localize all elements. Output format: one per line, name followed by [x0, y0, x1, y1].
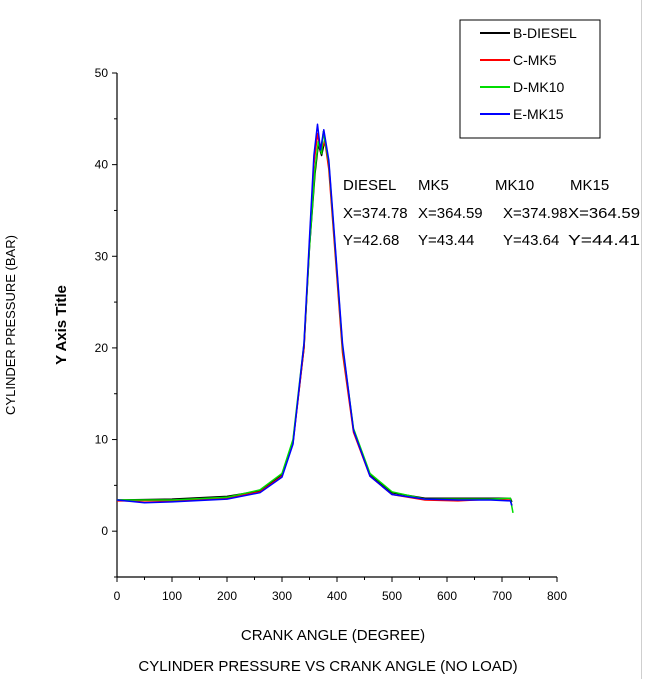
legend: B-DIESEL C-MK5 D-MK10 E-MK15 — [459, 19, 601, 139]
annotation-mk15-x: X=364.59 — [568, 205, 640, 222]
x-ticks: 0 100 200 300 400 500 600 700 800 — [114, 577, 567, 603]
x-tick-label: 300 — [272, 589, 292, 603]
annotation-mk15-y: Y=44.41 — [568, 232, 640, 249]
annotation-mk5-name: MK5 — [418, 177, 449, 194]
x-tick-label: 0 — [114, 589, 121, 603]
y-tick-label: 40 — [95, 158, 109, 172]
series-line-e-mk15 — [116, 123, 513, 506]
legend-label: D-MK10 — [513, 79, 565, 95]
annotation-mk5-y: Y=43.44 — [418, 232, 474, 249]
y-axis-title: CYLINDER PRESSURE (BAR) — [3, 235, 18, 415]
annotation-diesel-x: X=374.78 — [343, 205, 408, 222]
annotation-mk15-name: MK15 — [570, 177, 609, 194]
x-tick-label: 700 — [492, 589, 512, 603]
y-tick-label: 20 — [95, 341, 109, 355]
annotation-mk10-x: X=374.98 — [503, 205, 568, 222]
x-tick-label: 200 — [217, 589, 237, 603]
legend-label: E-MK15 — [513, 106, 564, 122]
x-tick-label: 400 — [327, 589, 347, 603]
legend-box — [459, 19, 601, 139]
y-ticks: 0 10 20 30 40 50 — [95, 66, 117, 578]
annotation-mk5-x: X=364.59 — [418, 205, 483, 222]
y-tick-label: 50 — [95, 66, 109, 80]
legend-label: B-DIESEL — [513, 25, 577, 41]
legend-label: C-MK5 — [513, 52, 557, 68]
x-axis-title: CRANK ANGLE (DEGREE) — [241, 627, 425, 644]
y-tick-label: 30 — [95, 249, 109, 263]
annotation-diesel-y: Y=42.68 — [343, 232, 399, 249]
x-tick-label: 100 — [162, 589, 182, 603]
y-tick-label: 10 — [95, 433, 109, 447]
annotation-mk10-y: Y=43.64 — [503, 232, 559, 249]
plot-area — [117, 73, 557, 576]
y-tick-label: 0 — [101, 524, 108, 538]
x-tick-label: 500 — [382, 589, 402, 603]
x-tick-label: 600 — [437, 589, 457, 603]
annotation-mk10-name: MK10 — [495, 177, 534, 194]
x-tick-label: 800 — [547, 589, 567, 603]
y-axis-secondary-title: Y Axis Title — [53, 285, 70, 365]
series-lines — [116, 123, 514, 514]
peak-annotations: DIESEL X=374.78 Y=42.68 MK5 X=364.59 Y=4… — [343, 177, 640, 249]
chart-caption: CYLINDER PRESSURE VS CRANK ANGLE (NO LOA… — [138, 658, 517, 675]
right-frame-line — [641, 0, 642, 679]
annotation-diesel-name: DIESEL — [343, 177, 396, 194]
